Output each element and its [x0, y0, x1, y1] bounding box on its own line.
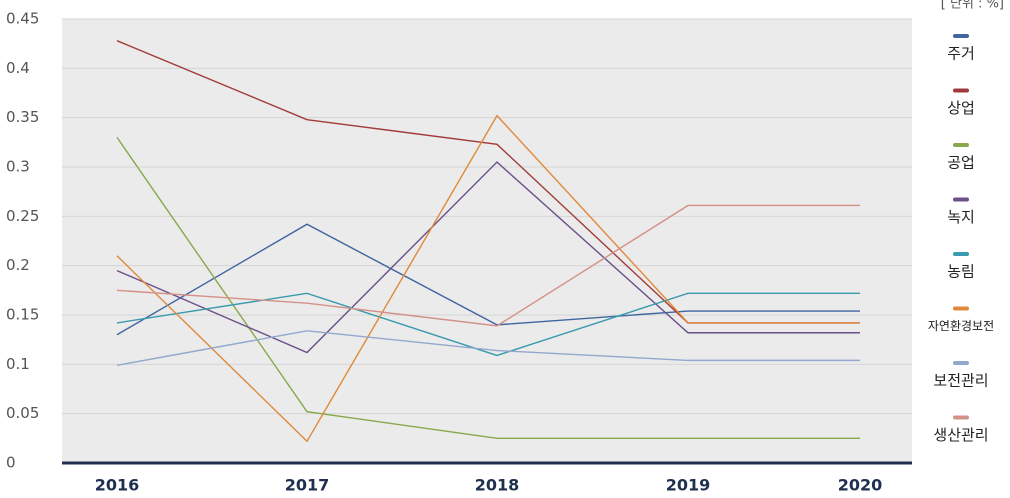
- y-tick-label: 0.05: [6, 404, 39, 422]
- x-tick-label: 2018: [475, 476, 520, 495]
- legend-label: 공업: [947, 154, 975, 172]
- line: [116, 204, 860, 327]
- line: [116, 137, 860, 440]
- unit-label: [ 단위 : %]: [941, 0, 1004, 12]
- legend-box: [918, 24, 1004, 456]
- legend-swatch: [953, 361, 969, 365]
- legend-label: 상업: [947, 99, 975, 117]
- x-tick-label: 2020: [838, 476, 883, 495]
- x-tick-label: 2019: [666, 476, 711, 495]
- legend-swatch: [953, 252, 969, 256]
- y-tick-label: 0.45: [6, 10, 39, 28]
- y-tick-label: 0.2: [6, 256, 30, 274]
- y-tick-label: 0: [6, 454, 16, 472]
- legend-swatch: [953, 306, 969, 311]
- y-tick-label: 0.3: [6, 158, 30, 176]
- y-tick-label: 0.25: [6, 207, 39, 225]
- plot-background: [62, 19, 912, 463]
- legend-label: 보전관리: [933, 372, 988, 390]
- line: [116, 114, 860, 443]
- y-tick-label: 0.1: [6, 355, 30, 373]
- legend-swatch: [953, 415, 969, 420]
- y-tick-label: 0.15: [6, 306, 39, 324]
- legend-label: 주거: [947, 45, 975, 63]
- legend-label: 생산관리: [933, 426, 988, 444]
- legend-swatch: [953, 34, 969, 38]
- line: [116, 223, 860, 336]
- line: [116, 292, 860, 357]
- y-tick-label: 0.4: [6, 59, 30, 77]
- y-tick-label: 0.35: [6, 108, 39, 126]
- legend-swatch: [953, 143, 969, 147]
- legend-swatch: [953, 88, 969, 93]
- line: [116, 161, 860, 354]
- legend-label: 녹지: [947, 208, 975, 226]
- legend-label: 농림: [947, 263, 975, 281]
- line: [116, 330, 860, 367]
- legend-swatch: [953, 197, 969, 202]
- legend-label: 자연환경보전: [928, 319, 994, 333]
- x-tick-label: 2016: [95, 476, 140, 495]
- x-tick-label: 2017: [285, 476, 330, 495]
